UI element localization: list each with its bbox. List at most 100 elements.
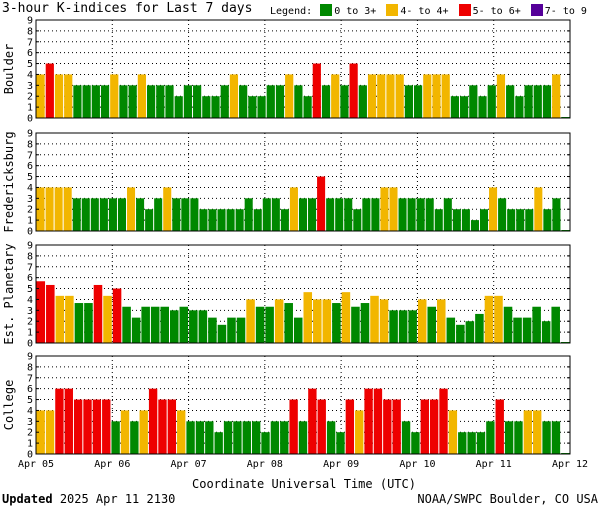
bar: [289, 399, 298, 454]
bar: [386, 74, 395, 118]
legend-label-low: 0 to 3+: [334, 6, 377, 17]
bar: [262, 198, 271, 231]
legend-label-moderate: 4- to 4+: [400, 6, 449, 17]
y-tick-label: 2: [27, 205, 33, 216]
bar: [484, 295, 494, 343]
bar: [506, 85, 515, 118]
bar: [420, 399, 429, 454]
y-tick-label: 9: [27, 16, 33, 27]
bar: [186, 421, 195, 454]
bar: [195, 421, 205, 454]
bar: [233, 421, 242, 454]
bar: [227, 317, 236, 343]
bar: [476, 432, 486, 454]
bar: [128, 85, 137, 118]
bar: [551, 421, 561, 454]
bar: [523, 410, 533, 454]
bar: [103, 295, 112, 343]
bar: [411, 432, 420, 454]
x-tick-label: Apr 11: [476, 459, 512, 470]
bar: [289, 187, 298, 231]
y-tick-label: 0: [27, 114, 33, 125]
bar: [99, 198, 108, 231]
bar: [217, 324, 227, 343]
bar: [181, 198, 190, 231]
bar: [317, 399, 326, 454]
bar: [183, 85, 193, 118]
bar: [533, 85, 542, 118]
bar: [220, 85, 229, 118]
bar: [64, 388, 73, 454]
bar: [148, 388, 158, 454]
bar: [64, 74, 73, 118]
y-tick-label: 4: [27, 406, 33, 417]
bar: [503, 306, 513, 343]
chart-title: 3-hour K-indices for Last 7 days: [2, 1, 253, 16]
y-tick-label: 2: [27, 428, 33, 439]
bar: [100, 85, 110, 118]
bar: [533, 410, 542, 454]
bar: [294, 85, 303, 118]
bar: [214, 432, 223, 454]
bar: [317, 176, 326, 231]
y-tick-label: 2: [27, 92, 33, 103]
bar: [46, 284, 55, 343]
bar: [226, 209, 235, 231]
bar: [145, 209, 154, 231]
legend-swatch-low: [320, 4, 333, 16]
bar: [170, 310, 179, 343]
bar: [236, 317, 246, 343]
bar: [427, 306, 436, 343]
y-tick-label: 7: [27, 37, 33, 48]
bar: [446, 317, 456, 343]
bar: [389, 187, 398, 231]
bar: [522, 317, 532, 343]
y-tick-label: 5: [27, 284, 33, 295]
bar: [167, 399, 177, 454]
bar: [150, 306, 160, 343]
bar: [265, 306, 274, 343]
bar: [275, 85, 285, 118]
y-tick-label: 1: [27, 216, 33, 227]
y-tick-label: 5: [27, 395, 33, 406]
bar: [349, 63, 358, 118]
bar: [190, 198, 199, 231]
bar: [266, 85, 275, 118]
bar: [395, 74, 404, 118]
bar: [217, 209, 226, 231]
bar: [379, 299, 389, 343]
bar: [122, 306, 131, 343]
bar: [456, 324, 465, 343]
bar: [439, 388, 448, 454]
bar: [112, 288, 122, 343]
bar: [74, 303, 84, 343]
bar: [398, 198, 407, 231]
bar: [467, 432, 476, 454]
bar: [460, 96, 469, 118]
bar: [450, 96, 460, 118]
bar: [54, 74, 64, 118]
bar: [36, 187, 45, 231]
bar: [270, 421, 280, 454]
bar: [479, 209, 489, 231]
bar: [65, 295, 74, 343]
y-tick-label: 7: [27, 150, 33, 161]
updated-label: Updated: [2, 492, 53, 506]
bar: [261, 432, 270, 454]
bar: [498, 198, 507, 231]
plot-frame: [35, 244, 571, 344]
bar: [425, 198, 434, 231]
y-tick-label: 1: [27, 103, 33, 114]
panel-name: Fredericksburg: [2, 131, 16, 232]
panel-name: Est. Planetary: [2, 243, 16, 344]
bar: [293, 317, 303, 343]
bar: [475, 313, 484, 343]
bar: [489, 187, 498, 231]
bar: [429, 399, 439, 454]
bar: [36, 410, 45, 454]
bar: [285, 74, 294, 118]
bar: [465, 321, 475, 343]
bar: [496, 74, 506, 118]
bar: [211, 96, 220, 118]
y-tick-label: 8: [27, 251, 33, 262]
